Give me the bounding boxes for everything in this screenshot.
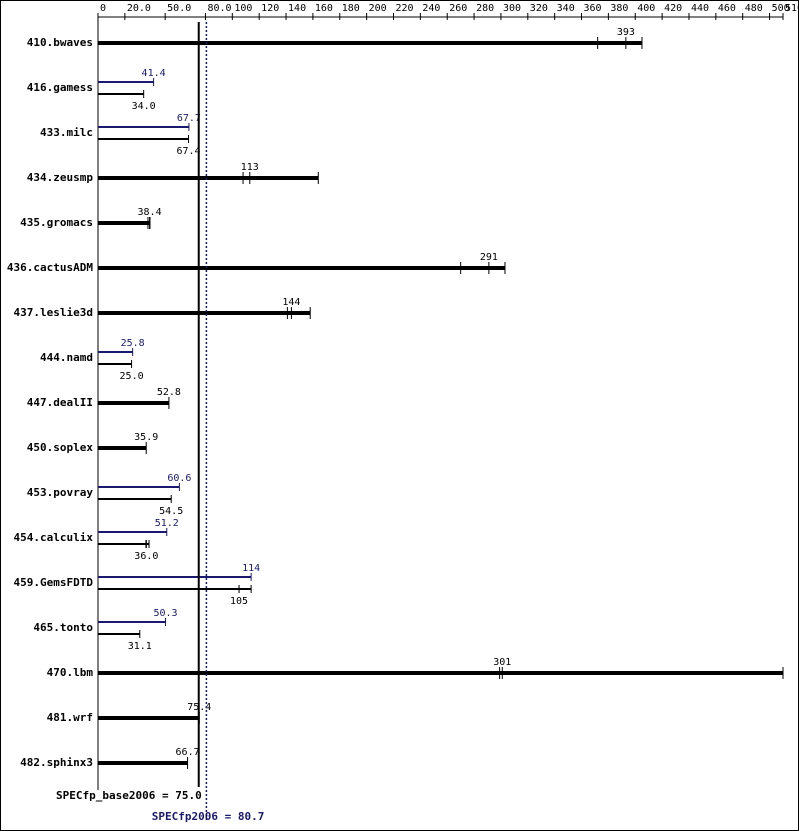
x-tick-label: 300 bbox=[503, 3, 521, 14]
base-value-label: 31.1 bbox=[128, 641, 152, 652]
benchmark-label: 416.gamess bbox=[27, 81, 93, 94]
x-tick-label: 340 bbox=[557, 3, 575, 14]
base-summary-label: SPECfp_base2006 = 75.0 bbox=[56, 789, 202, 802]
x-tick-label: 500 bbox=[772, 3, 790, 14]
x-tick-label: 240 bbox=[422, 3, 440, 14]
peak-value-label: 60.6 bbox=[167, 473, 191, 484]
benchmark-label: 450.soplex bbox=[27, 441, 94, 454]
x-tick-label: 380 bbox=[610, 3, 628, 14]
base-value-label: 54.5 bbox=[159, 506, 183, 517]
x-tick-label: 400 bbox=[637, 3, 655, 14]
base-value-label: 52.8 bbox=[157, 387, 181, 398]
base-value-label: 301 bbox=[493, 657, 511, 668]
x-tick-label: 50.0 bbox=[167, 3, 191, 14]
benchmark-label: 436.cactusADM bbox=[7, 261, 93, 274]
base-value-label: 35.9 bbox=[134, 432, 158, 443]
base-value-label: 393 bbox=[617, 27, 635, 38]
peak-value-label: 25.8 bbox=[121, 338, 145, 349]
benchmark-label: 459.GemsFDTD bbox=[14, 576, 94, 589]
base-value-label: 38.4 bbox=[138, 207, 162, 218]
benchmark-label: 465.tonto bbox=[33, 621, 93, 634]
base-value-label: 144 bbox=[282, 297, 300, 308]
x-tick-label: 360 bbox=[584, 3, 602, 14]
x-tick-label: 280 bbox=[476, 3, 494, 14]
base-value-label: 113 bbox=[241, 162, 259, 173]
peak-value-label: 67.7 bbox=[177, 113, 201, 124]
x-tick-label: 460 bbox=[718, 3, 736, 14]
benchmark-label: 447.dealII bbox=[27, 396, 93, 409]
benchmark-label: 482.sphinx3 bbox=[20, 756, 93, 769]
benchmark-label: 481.wrf bbox=[47, 711, 93, 724]
x-tick-label: 510 bbox=[785, 3, 799, 14]
peak-value-label: 41.4 bbox=[142, 68, 166, 79]
benchmark-label: 410.bwaves bbox=[27, 36, 93, 49]
benchmark-label: 470.lbm bbox=[47, 666, 94, 679]
peak-summary-label: SPECfp2006 = 80.7 bbox=[152, 810, 265, 823]
x-tick-label: 20.0 bbox=[127, 3, 151, 14]
peak-value-label: 51.2 bbox=[155, 518, 179, 529]
x-tick-label: 180 bbox=[342, 3, 360, 14]
x-tick-label: 420 bbox=[664, 3, 682, 14]
base-value-label: 67.4 bbox=[176, 146, 200, 157]
x-tick-label: 200 bbox=[369, 3, 387, 14]
benchmark-label: 433.milc bbox=[40, 126, 93, 139]
base-value-label: 25.0 bbox=[120, 371, 144, 382]
x-tick-label: 320 bbox=[530, 3, 548, 14]
peak-value-label: 50.3 bbox=[154, 608, 178, 619]
base-value-label: 105 bbox=[230, 596, 248, 607]
x-tick-label: 100 bbox=[234, 3, 252, 14]
benchmark-label: 454.calculix bbox=[14, 531, 94, 544]
benchmark-label: 434.zeusmp bbox=[27, 171, 94, 184]
x-tick-label: 140 bbox=[288, 3, 306, 14]
base-value-label: 291 bbox=[480, 252, 498, 263]
x-tick-label: 260 bbox=[449, 3, 467, 14]
benchmark-label: 435.gromacs bbox=[20, 216, 93, 229]
x-tick-label: 440 bbox=[691, 3, 709, 14]
benchmark-label: 453.povray bbox=[27, 486, 94, 499]
x-tick-label: 160 bbox=[315, 3, 333, 14]
benchmark-label: 437.leslie3d bbox=[14, 306, 93, 319]
peak-value-label: 114 bbox=[242, 563, 260, 574]
base-value-label: 34.0 bbox=[132, 101, 156, 112]
x-tick-label: 0 bbox=[100, 3, 106, 14]
x-tick-label: 220 bbox=[395, 3, 413, 14]
x-tick-label: 80.0 bbox=[207, 3, 231, 14]
x-tick-label: 480 bbox=[745, 3, 763, 14]
benchmark-label: 444.namd bbox=[40, 351, 93, 364]
base-value-label: 66.7 bbox=[176, 747, 200, 758]
base-value-label: 36.0 bbox=[134, 551, 158, 562]
x-tick-label: 120 bbox=[261, 3, 279, 14]
